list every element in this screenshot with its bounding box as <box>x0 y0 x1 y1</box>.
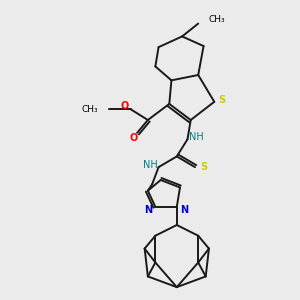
Text: CH₃: CH₃ <box>82 105 99 114</box>
Text: O: O <box>120 101 128 111</box>
Text: N: N <box>180 205 188 215</box>
Text: NH: NH <box>142 160 158 170</box>
Text: S: S <box>218 94 225 105</box>
Text: CH₃: CH₃ <box>209 15 226 24</box>
Text: N: N <box>144 205 152 215</box>
Text: O: O <box>130 133 138 143</box>
Text: S: S <box>200 162 207 172</box>
Text: NH: NH <box>189 132 203 142</box>
